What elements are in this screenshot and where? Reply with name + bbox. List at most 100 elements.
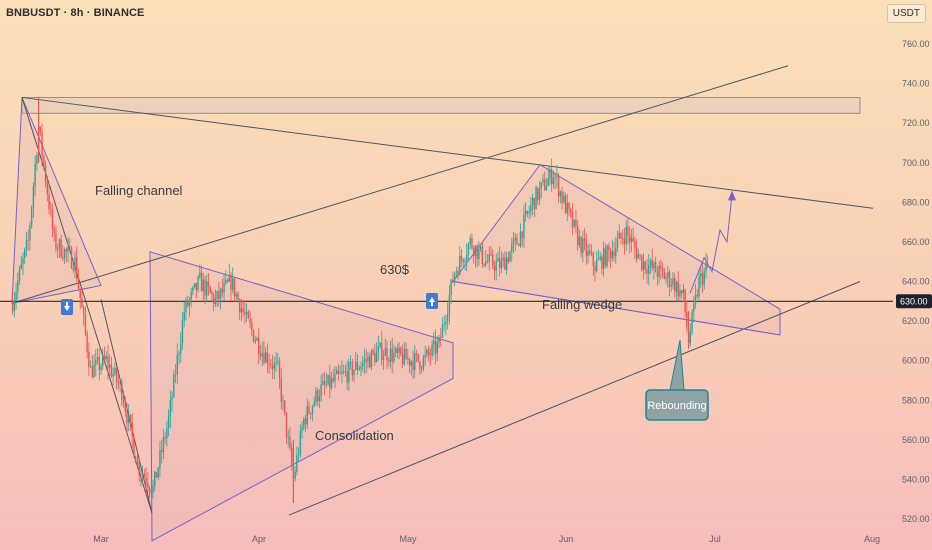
- candle-body: [353, 369, 355, 376]
- candle-body: [50, 208, 52, 210]
- candle-body: [44, 165, 47, 183]
- candle-body: [143, 473, 146, 478]
- candle-body: [616, 238, 619, 248]
- candle-body: [375, 351, 378, 363]
- price-630-label: 630$: [380, 262, 410, 277]
- candle-body: [98, 357, 100, 371]
- candle-body: [668, 272, 671, 287]
- candle-body: [519, 231, 522, 246]
- candle-body: [131, 421, 133, 438]
- candle-body: [675, 281, 678, 292]
- candle-body: [190, 291, 192, 300]
- candle-body: [445, 321, 447, 325]
- candle-body: [556, 176, 558, 178]
- candle-body: [698, 276, 700, 297]
- candle-body: [93, 364, 95, 378]
- candle-body: [358, 368, 360, 371]
- candle-body: [174, 374, 177, 376]
- candle-body: [368, 356, 371, 368]
- candle-body: [48, 194, 50, 209]
- candle-body: [408, 358, 411, 366]
- candle-body: [36, 154, 38, 165]
- candle-body: [287, 436, 289, 438]
- candle-body: [601, 256, 603, 270]
- candle-body: [641, 255, 643, 270]
- y-tick-label: 600.00: [902, 356, 930, 366]
- candle-body: [102, 355, 104, 366]
- falling-channel-lower-line: [21, 97, 153, 514]
- candle-body: [186, 300, 189, 306]
- candle-body: [86, 332, 88, 352]
- candle-body: [27, 240, 29, 241]
- candle-body: [464, 260, 466, 263]
- candle-body: [273, 362, 276, 369]
- x-tick-label: May: [399, 534, 417, 544]
- candle-body: [180, 343, 182, 354]
- candle-body: [578, 237, 581, 246]
- candle-body: [121, 381, 123, 400]
- candle-body: [648, 265, 650, 274]
- candle-body: [266, 352, 269, 364]
- candle-body: [400, 347, 402, 355]
- candle-body: [424, 354, 426, 358]
- candle-body: [60, 239, 62, 257]
- candle-body: [351, 361, 354, 376]
- candle-body: [606, 245, 608, 266]
- candle-body: [306, 406, 308, 425]
- candle-body: [150, 491, 152, 493]
- candle-body: [604, 248, 607, 266]
- candle-body: [140, 473, 142, 475]
- candle-body: [407, 358, 409, 360]
- candle-body: [549, 169, 551, 179]
- projection-path: [689, 194, 733, 294]
- arrow-stem: [431, 301, 433, 306]
- x-tick-label: Jun: [559, 534, 574, 544]
- y-tick-label: 540.00: [902, 474, 930, 484]
- candle-body: [608, 245, 610, 251]
- candle-body: [13, 300, 16, 312]
- candle-body: [478, 249, 480, 259]
- candle-body: [429, 354, 432, 356]
- candle-body: [455, 270, 458, 274]
- candle-body: [528, 211, 530, 214]
- candle-body: [419, 361, 421, 369]
- candle-body: [474, 245, 477, 257]
- candle-body: [627, 226, 629, 235]
- candle-body: [166, 427, 168, 439]
- candle-body: [393, 353, 395, 362]
- candle-body: [431, 344, 433, 356]
- candle-body: [133, 437, 135, 457]
- candle-body: [509, 251, 511, 262]
- candle-body: [433, 340, 435, 345]
- candle-body: [263, 352, 265, 363]
- candle-body: [632, 237, 634, 242]
- candle-body: [249, 318, 251, 324]
- candle-body: [171, 397, 173, 401]
- y-tick-label: 520.00: [902, 514, 930, 524]
- candle-body: [271, 365, 274, 369]
- candle-body: [653, 262, 655, 269]
- candle-body: [694, 294, 697, 304]
- candle-body: [303, 418, 305, 428]
- candle-body: [571, 212, 574, 228]
- candle-body: [181, 320, 184, 344]
- candle-body: [24, 249, 26, 259]
- candle-body: [663, 271, 666, 280]
- candle-body: [105, 356, 107, 360]
- candle-body: [384, 347, 386, 356]
- candle-body: [261, 352, 263, 357]
- candle-body: [377, 346, 380, 352]
- candle-body: [547, 178, 549, 187]
- candle-body: [152, 486, 154, 493]
- candle-body: [275, 362, 277, 363]
- candle-body: [628, 234, 631, 243]
- candle-body: [471, 237, 473, 248]
- candle-body: [363, 359, 366, 363]
- candle-body: [124, 404, 126, 412]
- candle-body: [339, 373, 341, 375]
- candle-body: [493, 265, 496, 271]
- candle-body: [294, 471, 296, 479]
- currency-badge[interactable]: USDT: [886, 4, 926, 23]
- candle-body: [238, 299, 241, 313]
- candle-body: [596, 260, 598, 272]
